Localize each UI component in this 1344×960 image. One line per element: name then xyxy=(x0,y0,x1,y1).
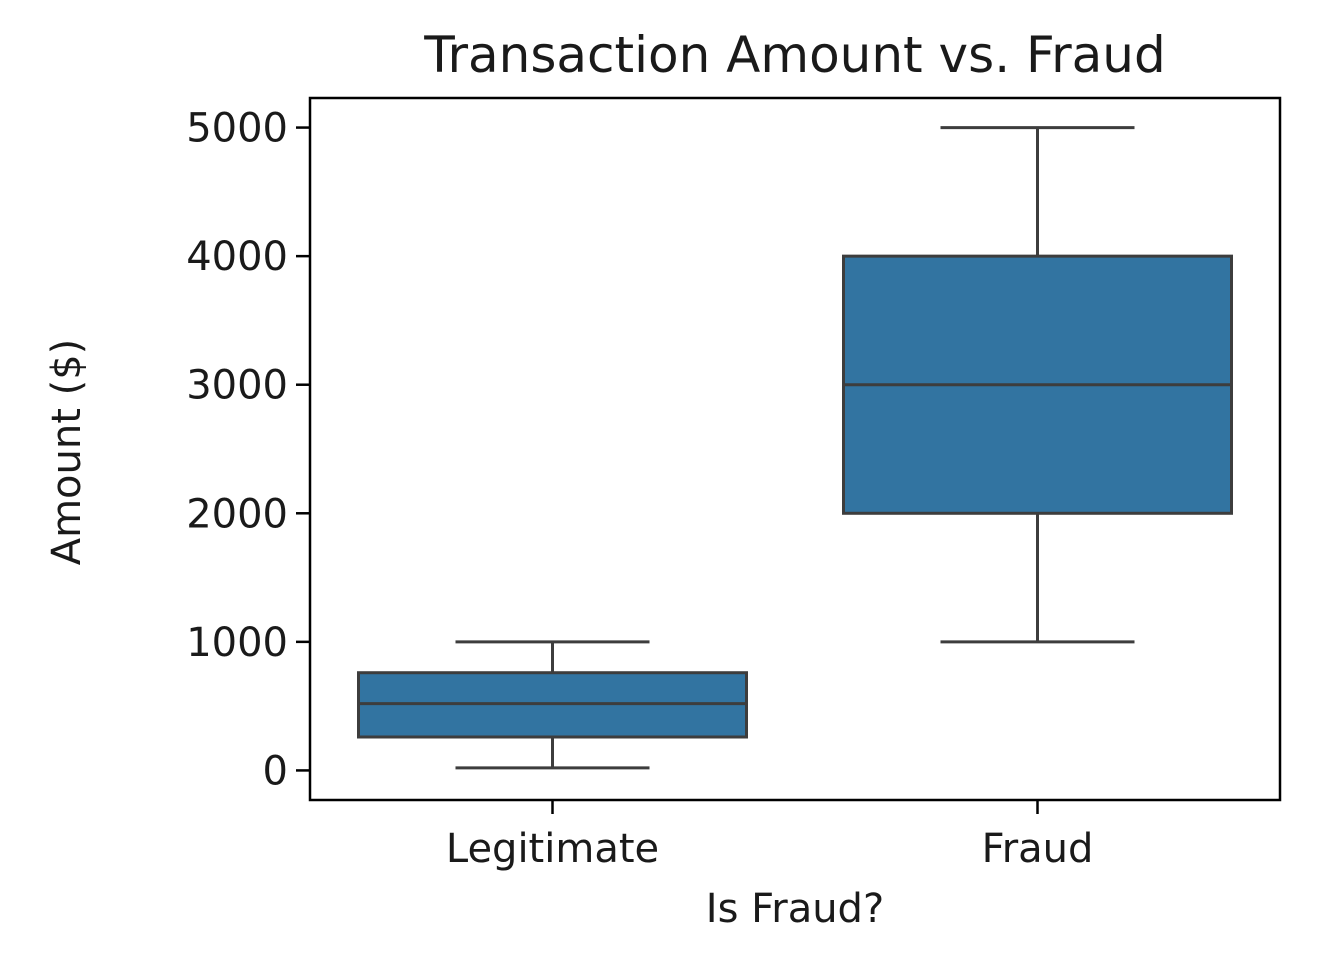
plot-frame xyxy=(308,96,1282,802)
x-tick-label: Fraud xyxy=(982,826,1094,872)
box-group-legitimate xyxy=(357,640,748,770)
chart-title: Transaction Amount vs. Fraud xyxy=(423,26,1165,84)
y-tick-label: 3000 xyxy=(186,363,288,409)
x-axis-label: Is Fraud? xyxy=(706,886,884,932)
y-tick-label: 2000 xyxy=(186,491,288,537)
boxes-layer xyxy=(357,126,1233,770)
x-axis: Legitimate Fraud xyxy=(446,800,1094,872)
y-tick-label: 1000 xyxy=(186,620,288,666)
y-tick-label: 0 xyxy=(263,748,288,794)
y-axis: 0 1000 2000 3000 4000 5000 xyxy=(186,106,310,794)
y-tick-label: 5000 xyxy=(186,106,288,152)
y-axis-label: Amount ($) xyxy=(44,339,90,566)
box-group-fraud xyxy=(842,126,1233,644)
y-tick-label: 4000 xyxy=(186,234,288,280)
x-tick-label: Legitimate xyxy=(446,826,659,872)
